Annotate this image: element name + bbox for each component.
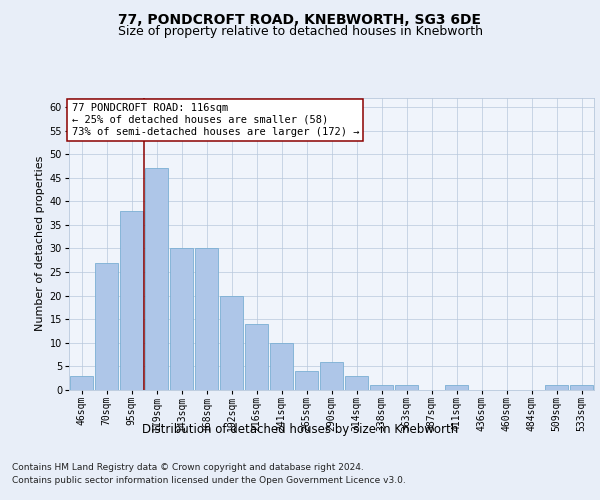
Bar (395, 386, 418, 390)
Bar (270, 343, 293, 390)
Bar (245, 324, 268, 390)
Bar (570, 386, 593, 390)
Bar (170, 248, 193, 390)
Bar (545, 386, 568, 390)
Text: Size of property relative to detached houses in Knebworth: Size of property relative to detached ho… (118, 25, 482, 38)
Text: Contains public sector information licensed under the Open Government Licence v3: Contains public sector information licen… (12, 476, 406, 485)
Text: Distribution of detached houses by size in Knebworth: Distribution of detached houses by size … (142, 422, 458, 436)
Text: 77 PONDCROFT ROAD: 116sqm
← 25% of detached houses are smaller (58)
73% of semi-: 77 PONDCROFT ROAD: 116sqm ← 25% of detac… (71, 104, 359, 136)
Bar (320, 362, 343, 390)
Y-axis label: Number of detached properties: Number of detached properties (35, 156, 46, 332)
Bar (70, 376, 93, 390)
Text: 77, PONDCROFT ROAD, KNEBWORTH, SG3 6DE: 77, PONDCROFT ROAD, KNEBWORTH, SG3 6DE (119, 12, 482, 26)
Bar (195, 248, 218, 390)
Bar (145, 168, 168, 390)
Bar (95, 262, 118, 390)
Bar (370, 386, 393, 390)
Bar (120, 210, 143, 390)
Bar (445, 386, 468, 390)
Text: Contains HM Land Registry data © Crown copyright and database right 2024.: Contains HM Land Registry data © Crown c… (12, 462, 364, 471)
Bar (220, 296, 243, 390)
Bar (295, 371, 318, 390)
Bar (345, 376, 368, 390)
